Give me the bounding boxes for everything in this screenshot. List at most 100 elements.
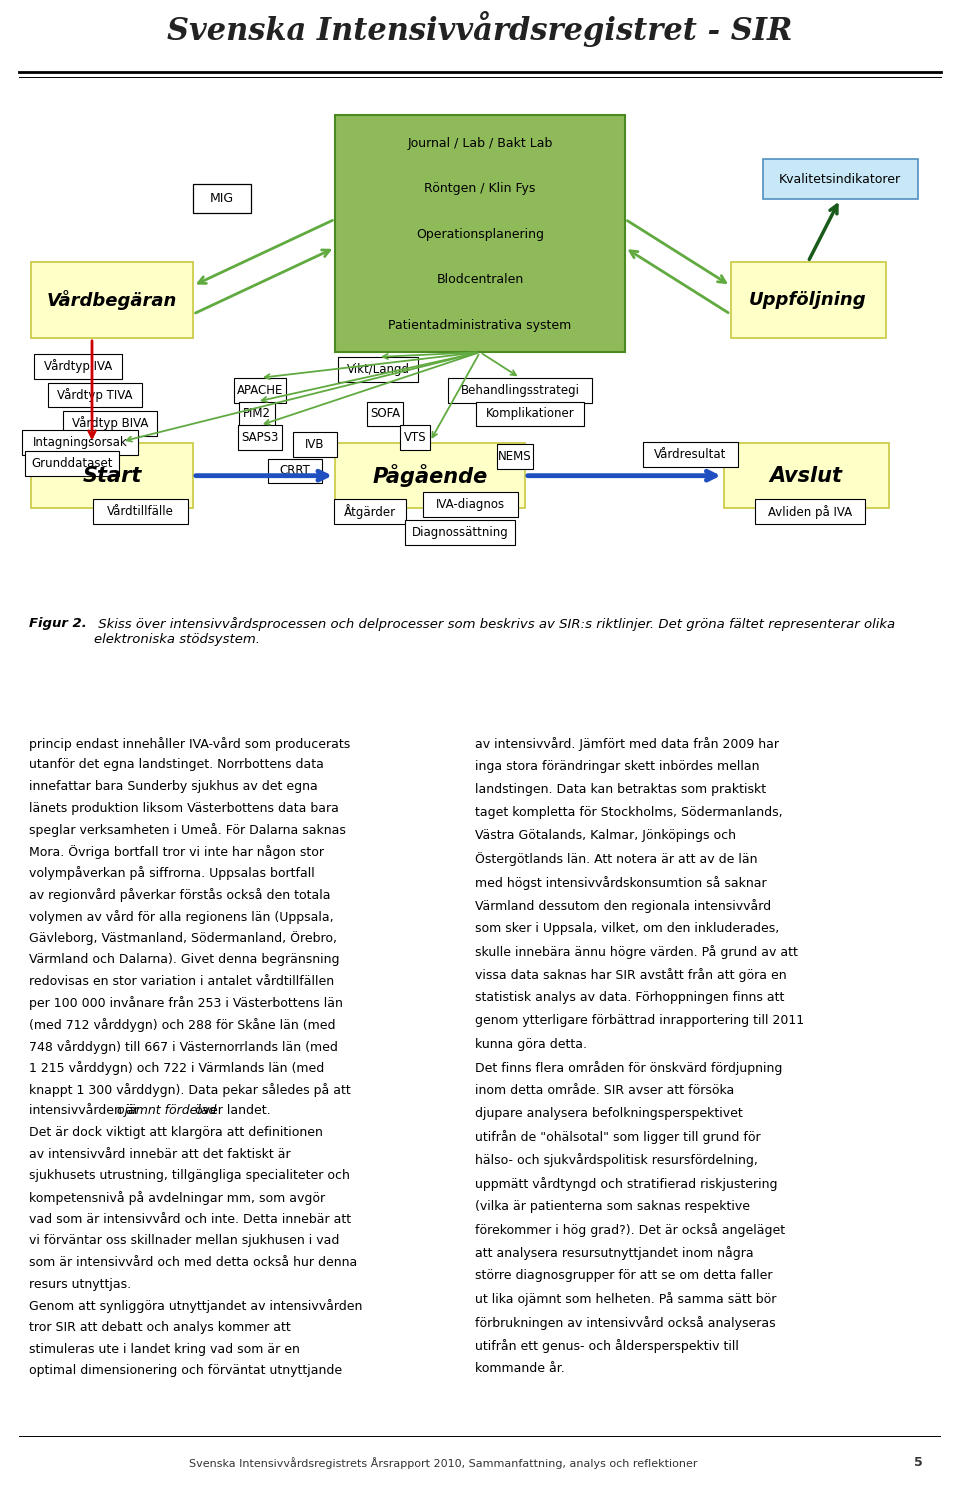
FancyBboxPatch shape [239, 401, 276, 426]
Text: inga stora förändringar skett inbördes mellan: inga stora förändringar skett inbördes m… [475, 759, 759, 773]
Text: Vårdbegäran: Vårdbegäran [47, 290, 178, 311]
Text: utanför det egna landstinget. Norrbottens data: utanför det egna landstinget. Norrbotten… [29, 758, 324, 771]
Text: Vårdtillfälle: Vårdtillfälle [107, 505, 174, 519]
FancyBboxPatch shape [762, 159, 918, 199]
Text: Det är dock viktigt att klargöra att definitionen: Det är dock viktigt att klargöra att def… [29, 1126, 323, 1140]
FancyBboxPatch shape [335, 443, 525, 508]
FancyBboxPatch shape [338, 357, 418, 382]
Text: kompetensnivå på avdelningar mm, som avgör: kompetensnivå på avdelningar mm, som avg… [29, 1190, 324, 1205]
FancyBboxPatch shape [447, 377, 592, 403]
Text: Figur 2.: Figur 2. [29, 617, 86, 630]
FancyBboxPatch shape [92, 499, 187, 525]
Text: Grunddataset: Grunddataset [32, 456, 112, 470]
Text: innefattar bara Sunderby sjukhus av det egna: innefattar bara Sunderby sjukhus av det … [29, 780, 318, 794]
Text: 1 215 vårddygn) och 722 i Värmlands län (med: 1 215 vårddygn) och 722 i Värmlands län … [29, 1061, 324, 1076]
Text: intensivvården är: intensivvården är [29, 1104, 142, 1117]
Text: förbrukningen av intensivvård också analyseras: förbrukningen av intensivvård också anal… [475, 1315, 776, 1330]
Text: tror SIR att debatt och analys kommer att: tror SIR att debatt och analys kommer at… [29, 1321, 291, 1334]
Text: Vårdtyp IVA: Vårdtyp IVA [44, 360, 112, 373]
Text: PIM2: PIM2 [243, 407, 271, 421]
FancyBboxPatch shape [334, 499, 406, 525]
Text: SOFA: SOFA [370, 407, 400, 421]
Text: förekommer i hög grad?). Det är också angeläget: förekommer i hög grad?). Det är också an… [475, 1223, 785, 1236]
FancyBboxPatch shape [724, 443, 889, 508]
Text: länets produktion liksom Västerbottens data bara: länets produktion liksom Västerbottens d… [29, 801, 339, 814]
Text: IVA-diagnos: IVA-diagnos [436, 498, 505, 511]
Text: kommande år.: kommande år. [475, 1361, 564, 1375]
Text: Blodcentralen: Blodcentralen [437, 273, 523, 287]
Text: Skiss över intensivvårdsprocessen och delprocesser som beskrivs av SIR:s riktlin: Skiss över intensivvårdsprocessen och de… [94, 617, 895, 646]
FancyBboxPatch shape [22, 429, 138, 455]
Text: Vårdresultat: Vårdresultat [654, 449, 726, 461]
Text: stimuleras ute i landet kring vad som är en: stimuleras ute i landet kring vad som är… [29, 1342, 300, 1355]
Text: Svenska Intensivvårdsregistrets Årsrapport 2010, Sammanfattning, analys och refl: Svenska Intensivvårdsregistrets Årsrappo… [189, 1456, 697, 1470]
Text: kunna göra detta.: kunna göra detta. [475, 1037, 588, 1051]
Text: APACHE: APACHE [237, 383, 283, 397]
Text: att analysera resursutnyttjandet inom några: att analysera resursutnyttjandet inom nå… [475, 1247, 754, 1260]
Text: 5: 5 [914, 1456, 923, 1470]
Text: resurs utnyttjas.: resurs utnyttjas. [29, 1278, 131, 1290]
Text: SAPS3: SAPS3 [241, 431, 278, 444]
FancyBboxPatch shape [62, 412, 157, 435]
Text: djupare analysera befolkningsperspektivet: djupare analysera befolkningsperspektive… [475, 1107, 743, 1120]
Text: sjukhusets utrustning, tillgängliga specialiteter och: sjukhusets utrustning, tillgängliga spec… [29, 1169, 349, 1183]
FancyBboxPatch shape [475, 401, 585, 426]
Text: av intensivvård. Jämfört med data från 2009 har: av intensivvård. Jämfört med data från 2… [475, 737, 780, 750]
FancyBboxPatch shape [755, 499, 865, 525]
Text: optimal dimensionering och förväntat utnyttjande: optimal dimensionering och förväntat utn… [29, 1364, 342, 1378]
Text: utifrån ett genus- och åldersperspektiv till: utifrån ett genus- och åldersperspektiv … [475, 1339, 739, 1352]
Text: Vårdtyp TIVA: Vårdtyp TIVA [58, 388, 132, 401]
Text: vi förväntar oss skillnader mellan sjukhusen i vad: vi förväntar oss skillnader mellan sjukh… [29, 1235, 339, 1247]
Text: som sker i Uppsala, vilket, om den inkluderades,: som sker i Uppsala, vilket, om den inklu… [475, 921, 780, 935]
Text: 748 vårddygn) till 667 i Västernorrlands län (med: 748 vårddygn) till 667 i Västernorrlands… [29, 1040, 338, 1054]
Text: Det finns flera områden för önskvärd fördjupning: Det finns flera områden för önskvärd för… [475, 1061, 782, 1074]
Text: Avslut: Avslut [770, 465, 843, 486]
FancyBboxPatch shape [268, 459, 322, 483]
Text: uppmätt vårdtyngd och stratifierad riskjustering: uppmätt vårdtyngd och stratifierad riskj… [475, 1177, 778, 1190]
Text: Start: Start [83, 465, 142, 486]
Text: per 100 000 invånare från 253 i Västerbottens län: per 100 000 invånare från 253 i Västerbo… [29, 996, 343, 1010]
Text: av intensivvård innebär att det faktiskt är: av intensivvård innebär att det faktiskt… [29, 1147, 291, 1161]
Text: taget kompletta för Stockholms, Södermanlands,: taget kompletta för Stockholms, Söderman… [475, 805, 782, 819]
Text: Östergötlands län. Att notera är att av de län: Östergötlands län. Att notera är att av … [475, 853, 757, 866]
FancyBboxPatch shape [48, 382, 142, 407]
Text: Röntgen / Klin Fys: Röntgen / Klin Fys [424, 183, 536, 195]
FancyBboxPatch shape [335, 114, 625, 352]
Text: vad som är intensivvård och inte. Detta innebär att: vad som är intensivvård och inte. Detta … [29, 1213, 351, 1226]
Text: Komplikationer: Komplikationer [486, 407, 574, 421]
Text: Diagnossättning: Diagnossättning [412, 526, 509, 539]
Text: (vilka är patienterna som saknas respektive: (vilka är patienterna som saknas respekt… [475, 1199, 750, 1213]
Text: ut lika ojämnt som helheten. På samma sätt bör: ut lika ojämnt som helheten. På samma sä… [475, 1293, 777, 1306]
Text: Patientadministrativa system: Patientadministrativa system [389, 319, 571, 331]
FancyBboxPatch shape [31, 443, 193, 508]
Text: Genom att synliggöra utnyttjandet av intensivvården: Genom att synliggöra utnyttjandet av int… [29, 1299, 362, 1314]
FancyBboxPatch shape [35, 354, 122, 379]
Text: IVB: IVB [305, 438, 324, 450]
FancyBboxPatch shape [193, 184, 251, 212]
Text: Västra Götalands, Kalmar, Jönköpings och: Västra Götalands, Kalmar, Jönköpings och [475, 829, 736, 843]
Text: utifrån de "ohälsotal" som ligger till grund för: utifrån de "ohälsotal" som ligger till g… [475, 1131, 761, 1144]
Text: vissa data saknas har SIR avstått från att göra en: vissa data saknas har SIR avstått från a… [475, 969, 787, 982]
Text: Operationsplanering: Operationsplanering [416, 227, 544, 241]
FancyBboxPatch shape [31, 262, 193, 337]
Text: Mora. Övriga bortfall tror vi inte har någon stor: Mora. Övriga bortfall tror vi inte har n… [29, 846, 324, 859]
Text: Avliden på IVA: Avliden på IVA [768, 505, 852, 519]
Text: CRRT: CRRT [279, 465, 310, 477]
Text: Vikt/Längd: Vikt/Längd [347, 363, 410, 376]
Text: genom ytterligare förbättrad inrapportering till 2011: genom ytterligare förbättrad inrapporter… [475, 1015, 804, 1027]
Text: NEMS: NEMS [498, 450, 532, 464]
Text: hälso- och sjukvårdspolitisk resursfördelning,: hälso- och sjukvårdspolitisk resursförde… [475, 1153, 758, 1168]
Text: knappt 1 300 vårddygn). Data pekar således på att: knappt 1 300 vårddygn). Data pekar såled… [29, 1083, 350, 1097]
Text: Svenska Intensivvårdsregistret - SIR: Svenska Intensivvårdsregistret - SIR [167, 10, 793, 46]
Text: Uppföljning: Uppföljning [749, 291, 867, 309]
FancyBboxPatch shape [731, 262, 885, 337]
FancyBboxPatch shape [422, 492, 517, 517]
Text: Intagningsorsak: Intagningsorsak [33, 435, 128, 449]
FancyBboxPatch shape [234, 377, 286, 403]
FancyBboxPatch shape [642, 443, 737, 467]
Text: Värmland dessutom den regionala intensivvård: Värmland dessutom den regionala intensiv… [475, 899, 771, 912]
Text: statistisk analys av data. Förhoppningen finns att: statistisk analys av data. Förhoppningen… [475, 991, 784, 1005]
Text: Behandlingsstrategi: Behandlingsstrategi [461, 383, 580, 397]
Text: som är intensivvård och med detta också hur denna: som är intensivvård och med detta också … [29, 1256, 357, 1269]
FancyBboxPatch shape [405, 520, 515, 545]
